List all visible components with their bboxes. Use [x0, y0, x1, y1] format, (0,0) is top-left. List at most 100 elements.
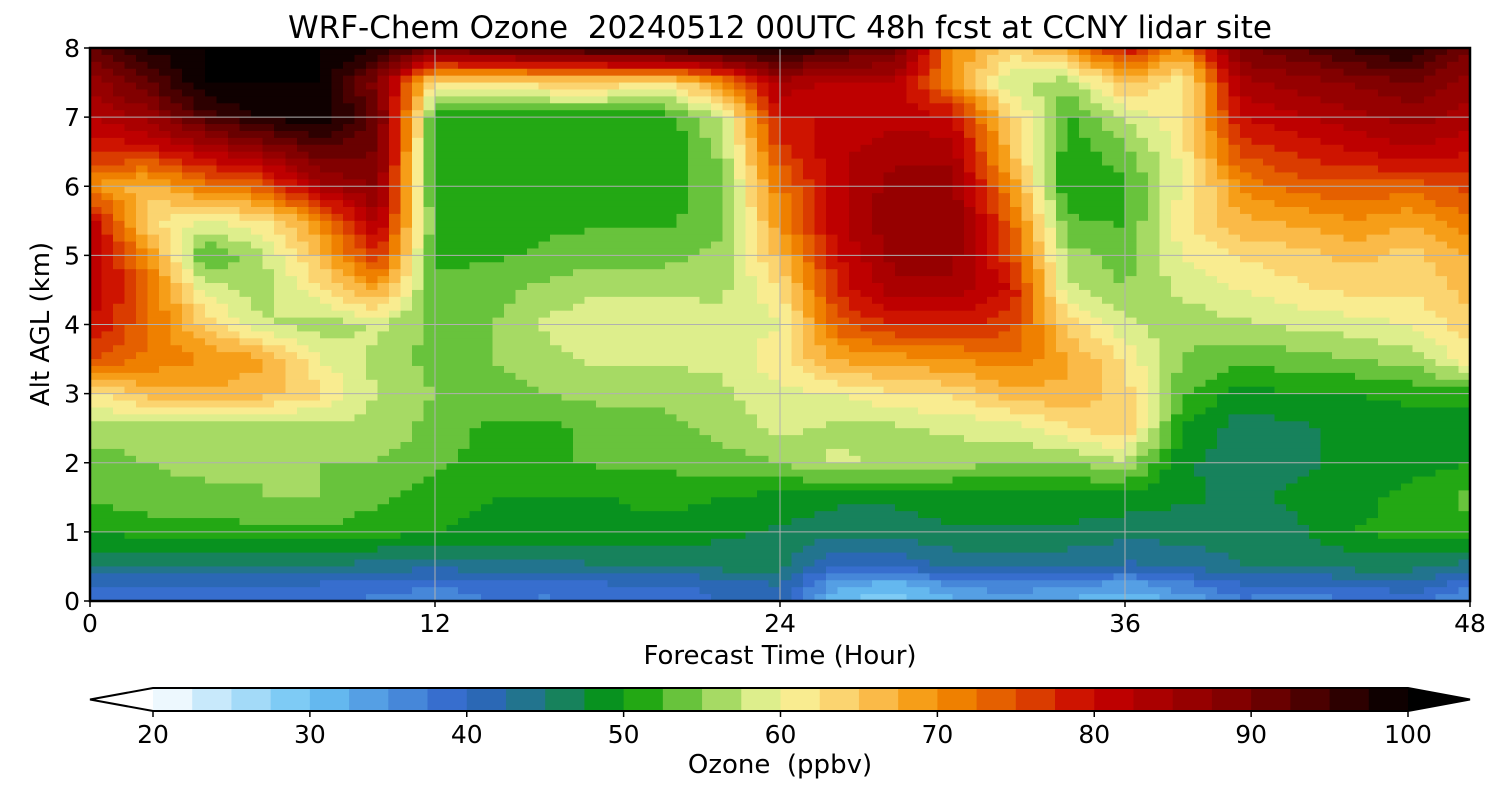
heatmap-cell	[630, 511, 643, 519]
heatmap-cell	[331, 497, 344, 505]
heatmap-cell	[331, 393, 344, 402]
heatmap-cell	[435, 179, 448, 187]
heatmap-cell	[458, 262, 471, 270]
heatmap-cell	[205, 359, 218, 367]
heatmap-cell	[170, 324, 183, 333]
heatmap-cell	[561, 587, 574, 595]
heatmap-cell	[665, 414, 678, 422]
heatmap-cell	[596, 414, 609, 422]
heatmap-cell	[377, 428, 390, 436]
heatmap-cell	[665, 559, 678, 568]
heatmap-cell	[400, 531, 413, 540]
heatmap-cell	[722, 75, 735, 84]
heatmap-cell	[722, 504, 735, 512]
heatmap-cell	[262, 220, 275, 229]
heatmap-cell	[458, 124, 471, 132]
heatmap-cell	[354, 310, 367, 319]
heatmap-cell	[412, 469, 425, 478]
heatmap-cell	[573, 400, 586, 409]
heatmap-cell	[101, 269, 114, 277]
heatmap-cell	[251, 103, 264, 111]
heatmap-cell	[780, 476, 793, 485]
heatmap-cell	[205, 172, 218, 180]
heatmap-cell	[308, 476, 321, 485]
heatmap-cell	[251, 158, 264, 167]
heatmap-cell	[389, 75, 402, 84]
heatmap-cell	[308, 497, 321, 505]
heatmap-cell	[354, 421, 367, 429]
heatmap-cell	[596, 552, 609, 561]
heatmap-cell	[308, 283, 321, 291]
heatmap-cell	[481, 213, 494, 222]
heatmap-cell	[159, 386, 172, 395]
heatmap-cell	[584, 220, 597, 229]
heatmap-cell	[366, 524, 379, 533]
heatmap-cell	[343, 82, 356, 91]
heatmap-cell	[147, 124, 160, 132]
heatmap-cell	[573, 469, 586, 478]
heatmap-cell	[354, 144, 367, 153]
heatmap-cell	[251, 144, 264, 153]
heatmap-cell	[607, 310, 620, 319]
heatmap-cell	[400, 379, 413, 388]
heatmap-cell	[584, 48, 597, 56]
heatmap-cell	[262, 68, 275, 77]
heatmap-cell	[665, 206, 678, 215]
heatmap-cell	[676, 165, 689, 174]
heatmap-cell	[297, 497, 310, 505]
heatmap-cell	[446, 365, 459, 374]
heatmap-cell	[262, 227, 275, 236]
heatmap-cell	[492, 566, 505, 574]
heatmap-cell	[619, 545, 632, 554]
heatmap-cell	[538, 276, 551, 284]
heatmap-cell	[596, 172, 609, 180]
heatmap-cell	[469, 442, 482, 450]
heatmap-cell	[722, 428, 735, 436]
heatmap-cell	[274, 179, 287, 187]
heatmap-cell	[573, 379, 586, 388]
heatmap-cell	[573, 497, 586, 505]
heatmap-cell	[147, 283, 160, 291]
heatmap-cell	[561, 393, 574, 402]
heatmap-cell	[297, 200, 310, 208]
heatmap-cell	[653, 110, 666, 118]
heatmap-cell	[791, 407, 804, 415]
heatmap-cell	[262, 96, 275, 104]
heatmap-cell	[262, 130, 275, 139]
heatmap-cell	[780, 421, 793, 429]
heatmap-cell	[573, 511, 586, 519]
heatmap-cell	[492, 289, 505, 298]
heatmap-cell	[481, 124, 494, 132]
heatmap-cell	[665, 483, 678, 491]
heatmap-cell	[527, 531, 540, 540]
heatmap-cell	[274, 220, 287, 229]
heatmap-cell	[285, 594, 298, 601]
heatmap-cell	[331, 476, 344, 485]
heatmap-cell	[285, 144, 298, 153]
heatmap-cell	[124, 483, 137, 491]
heatmap-cell	[193, 124, 206, 132]
heatmap-cell	[676, 365, 689, 374]
heatmap-cell	[446, 61, 459, 70]
heatmap-cell	[400, 200, 413, 208]
heatmap-cell	[515, 511, 528, 519]
heatmap-cell	[619, 296, 632, 305]
heatmap-cell	[400, 303, 413, 312]
heatmap-cell	[481, 255, 494, 263]
heatmap-cell	[665, 227, 678, 236]
heatmap-cell	[389, 220, 402, 229]
heatmap-cell	[285, 165, 298, 174]
heatmap-cell	[216, 559, 229, 568]
heatmap-cell	[101, 393, 114, 402]
heatmap-cell	[791, 89, 804, 97]
heatmap-cell	[768, 144, 781, 153]
heatmap-cell	[642, 220, 655, 229]
heatmap-cell	[320, 165, 333, 174]
heatmap-cell	[354, 359, 367, 367]
heatmap-cell	[423, 414, 436, 422]
heatmap-cell	[573, 372, 586, 381]
heatmap-cell	[90, 172, 103, 180]
heatmap-cell	[423, 559, 436, 568]
heatmap-cell	[676, 324, 689, 333]
heatmap-cell	[285, 296, 298, 305]
